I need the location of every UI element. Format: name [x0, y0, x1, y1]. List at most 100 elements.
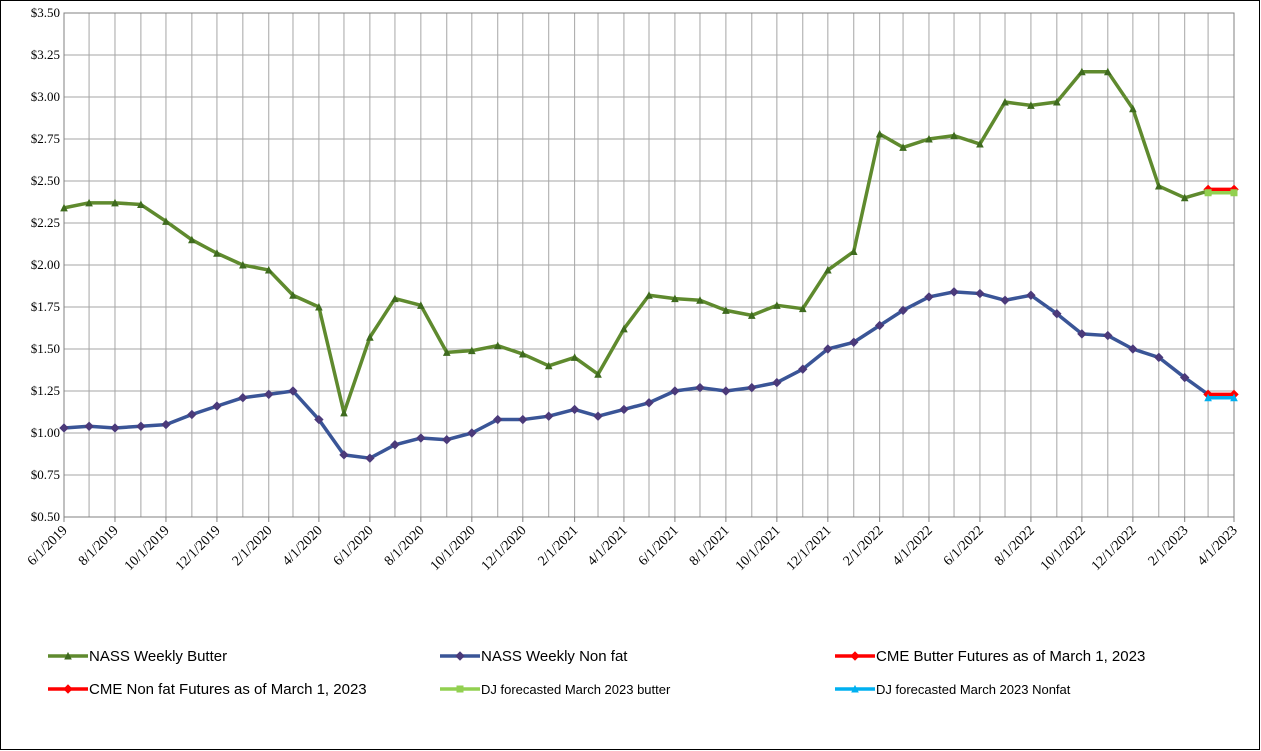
- legend-label: CME Butter Futures as of March 1, 2023: [876, 648, 1145, 665]
- data-point: [619, 404, 629, 415]
- data-point: [544, 411, 554, 421]
- legend-item: NASS Weekly Non fat: [440, 648, 628, 665]
- data-point: [975, 288, 985, 299]
- data-point: [798, 304, 807, 313]
- x-tick-label: 4/1/2023: [1195, 523, 1241, 569]
- x-tick-label: 6/1/2020: [331, 523, 377, 569]
- data-point: [85, 198, 93, 207]
- data-point: [264, 389, 274, 400]
- y-tick-label: $1.50: [31, 341, 60, 356]
- data-point: [315, 302, 323, 311]
- data-point: [187, 409, 197, 420]
- y-tick-label: $3.50: [31, 5, 60, 20]
- data-point: [1103, 330, 1113, 341]
- data-point: [1204, 189, 1212, 197]
- data-point: [288, 386, 298, 396]
- data-point: [59, 423, 69, 433]
- data-point: [1128, 344, 1138, 354]
- data-point: [339, 450, 349, 460]
- data-point: [366, 333, 374, 341]
- data-point: [1154, 352, 1164, 363]
- data-point: [493, 414, 503, 425]
- legend-item: CME Butter Futures as of March 1, 2023: [835, 648, 1145, 665]
- data-point: [467, 428, 477, 438]
- x-tick-label: 10/1/2020: [428, 523, 479, 574]
- data-point: [314, 414, 324, 425]
- plot-border: [63, 12, 1235, 518]
- legend-marker: [64, 651, 72, 660]
- data-point: [493, 341, 502, 350]
- data-point: [949, 287, 959, 297]
- data-point: [874, 320, 885, 331]
- data-point: [1053, 97, 1061, 106]
- y-tick-label: $1.00: [31, 425, 60, 440]
- y-tick-label: $2.00: [31, 257, 60, 272]
- legend-label: NASS Weekly Butter: [89, 648, 227, 665]
- x-tick-label: 4/1/2021: [585, 523, 631, 569]
- y-tick-label: $1.75: [31, 299, 60, 314]
- data-point: [772, 377, 782, 388]
- y-tick-label: $2.50: [31, 173, 60, 188]
- y-tick-label: $0.50: [31, 509, 60, 524]
- y-tick-label: $2.75: [31, 131, 60, 146]
- y-tick-label: $3.00: [31, 89, 60, 104]
- legend-item: CME Non fat Futures as of March 1, 2023: [48, 681, 367, 698]
- data-point: [212, 401, 222, 411]
- data-point: [569, 404, 580, 415]
- data-point: [924, 292, 934, 302]
- data-point: [442, 435, 452, 445]
- data-point: [976, 139, 984, 148]
- data-point: [391, 294, 399, 303]
- data-point: [1230, 189, 1238, 197]
- legend-label: CME Non fat Futures as of March 1, 2023: [89, 681, 367, 698]
- legend-item: DJ forecasted March 2023 butter: [440, 682, 671, 697]
- data-point: [898, 305, 908, 316]
- data-point: [1129, 104, 1137, 113]
- x-tick-label: 4/1/2020: [280, 523, 326, 569]
- x-tick-label: 8/1/2019: [76, 523, 122, 569]
- data-point: [695, 382, 705, 393]
- legend-item: NASS Weekly Butter: [48, 648, 227, 665]
- data-point: [696, 296, 704, 304]
- data-point: [111, 198, 119, 207]
- data-point: [670, 386, 680, 396]
- legend-label: NASS Weekly Non fat: [481, 648, 628, 665]
- data-point: [798, 364, 808, 374]
- x-tick-label: 12/1/2020: [479, 523, 530, 574]
- data-point: [1052, 309, 1062, 319]
- x-tick-label: 12/1/2019: [173, 523, 224, 574]
- data-point: [1027, 101, 1035, 109]
- x-tick-label: 8/1/2020: [382, 523, 428, 569]
- data-point: [950, 131, 958, 140]
- x-tick-label: 12/1/2022: [1089, 523, 1140, 574]
- x-tick-label: 10/1/2022: [1038, 523, 1089, 574]
- data-point: [390, 440, 400, 450]
- data-point: [518, 349, 527, 358]
- data-point: [620, 324, 628, 333]
- data-point: [213, 249, 221, 257]
- y-tick-label: $1.25: [31, 383, 60, 398]
- x-tick-label: 2/1/2020: [230, 523, 276, 569]
- legend-label: DJ forecasted March 2023 butter: [481, 682, 671, 697]
- data-point: [594, 370, 602, 378]
- data-point: [188, 235, 196, 244]
- data-point: [1000, 295, 1010, 305]
- x-tick-label: 6/1/2021: [636, 523, 682, 569]
- data-point: [593, 411, 603, 421]
- x-tick-label: 8/1/2022: [992, 523, 1038, 569]
- x-tick-label: 12/1/2021: [784, 523, 835, 574]
- data-point: [238, 393, 248, 403]
- data-point: [110, 423, 120, 433]
- legend-item: DJ forecasted March 2023 Nonfat: [835, 682, 1071, 697]
- data-point: [417, 301, 425, 309]
- x-tick-label: 6/1/2022: [941, 523, 987, 569]
- data-point: [162, 217, 170, 225]
- data-point: [518, 414, 528, 425]
- data-point: [823, 344, 833, 354]
- data-point: [1078, 67, 1086, 76]
- x-tick-label: 10/1/2019: [122, 523, 173, 574]
- legend-marker: [456, 685, 464, 693]
